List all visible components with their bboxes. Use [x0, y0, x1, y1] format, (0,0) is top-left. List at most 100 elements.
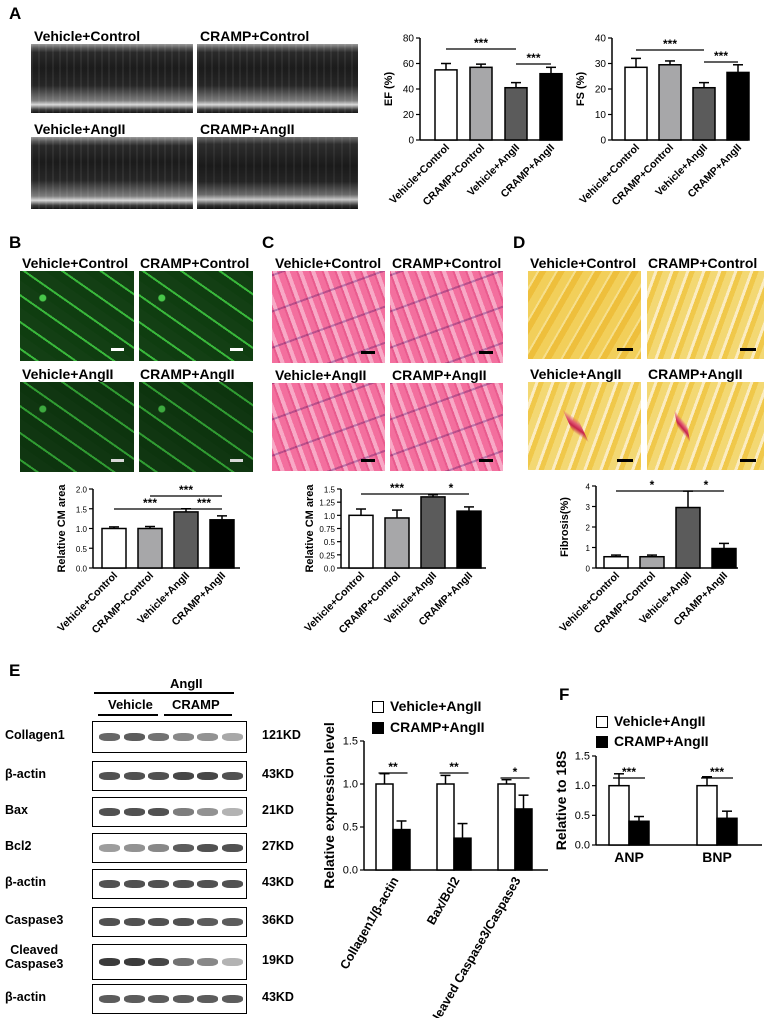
blot-band	[99, 995, 120, 1003]
bar-EF-2	[504, 86, 528, 141]
sig-label-E: **	[449, 760, 459, 774]
panel-letter-b: B	[9, 233, 22, 252]
bar-B-0	[101, 527, 127, 569]
blot-band	[221, 808, 243, 816]
bar-C-0	[348, 514, 374, 569]
y-axis-label-B: Relative CM area	[56, 484, 68, 573]
y-tick-label-FS: 40	[595, 34, 607, 45]
y-tick-label-F: 1.0	[575, 780, 590, 792]
blot-strip	[92, 984, 247, 1014]
y-tick-label-C: 1.5	[324, 486, 336, 495]
echo-label-3: Vehicle+AngII	[34, 121, 126, 137]
echo-label-1: Vehicle+Control	[34, 28, 141, 44]
blot-strip	[92, 833, 247, 863]
blot-band	[148, 918, 169, 926]
he-label-1: Vehicle+Control	[275, 255, 382, 271]
wga-image-vehicle-angii	[20, 382, 134, 472]
y-axis-label-E: Relative expression level	[321, 722, 337, 889]
angii-header: AngII	[170, 676, 203, 691]
y-tick-label-FS: 30	[595, 59, 607, 70]
legend-swatch-vehicle-f	[596, 716, 608, 728]
y-tick-label-D: 4	[586, 483, 591, 492]
angii-bracket-line	[94, 692, 234, 694]
blot-band	[148, 880, 169, 888]
bar-E-0-0	[375, 783, 394, 871]
sig-label-C: ***	[390, 481, 404, 495]
sig-label-F: ***	[622, 765, 636, 779]
blot-kd-label: 21KD	[262, 803, 294, 817]
blot-band	[123, 844, 145, 852]
category-label-EF: Vehicle+Control	[387, 142, 452, 207]
sig-label-B: ***	[179, 483, 193, 497]
wga-label-3: Vehicle+AngII	[22, 366, 114, 382]
blot-row-label: Bax	[5, 803, 28, 817]
sirius-image-cramp-control	[647, 271, 764, 359]
blot-row-label: β-actin	[5, 767, 46, 781]
bar-D-3	[711, 547, 737, 569]
y-tick-label-B: 1.5	[76, 505, 88, 514]
y-tick-label-B: 2.0	[76, 486, 88, 495]
blot-band	[148, 958, 169, 966]
category-label-D: CRAMP+Control	[592, 570, 658, 636]
y-tick-label-C: 0.75	[319, 525, 335, 534]
bar-FS-0	[624, 66, 648, 141]
sig-label-B: ***	[143, 496, 157, 510]
blot-band	[123, 995, 145, 1003]
blot-band	[148, 995, 169, 1003]
blot-row-label: Cleaved Caspase3	[5, 943, 64, 971]
sig-label-C: *	[449, 481, 454, 495]
blot-strip	[92, 944, 247, 980]
bar-EF-0	[434, 69, 458, 141]
sig-label-D: *	[704, 478, 709, 492]
blot-band	[172, 733, 194, 741]
bar-E-0-1	[392, 828, 411, 871]
blot-band	[197, 918, 218, 926]
blot-row-label: Collagen1	[5, 728, 65, 742]
panel-letter-d: D	[513, 233, 526, 252]
bar-B-2	[173, 511, 199, 569]
sirius-label-3: Vehicle+AngII	[530, 366, 622, 382]
sig-label-B: ***	[197, 496, 211, 510]
bar-C-2	[420, 496, 446, 569]
blot-strip	[92, 869, 247, 899]
blot-band	[148, 844, 169, 852]
wga-label-1: Vehicle+Control	[22, 255, 129, 271]
blot-strip	[92, 761, 247, 791]
bar-F-0-1	[628, 820, 650, 846]
blot-kd-label: 43KD	[262, 990, 294, 1004]
blot-band	[197, 733, 218, 741]
legend-label-vehicle-f: Vehicle+AngII	[614, 713, 706, 729]
bar-E-2-0	[497, 783, 516, 871]
blot-band	[221, 844, 243, 852]
blot-band	[123, 958, 145, 966]
category-label-FS: CRAMP+Control	[610, 142, 676, 208]
legend-label-vehicle-e: Vehicle+AngII	[390, 698, 482, 714]
category-label-D: Vehicle+Control	[557, 570, 622, 635]
blot-band	[221, 958, 243, 966]
category-label-B: Vehicle+Control	[55, 570, 120, 635]
y-axis-label-F: Relative to 18S	[553, 751, 569, 851]
blot-band	[99, 733, 120, 741]
sig-label-EF: ***	[474, 36, 488, 50]
y-axis-label-D: Fibrosis(%)	[559, 497, 571, 557]
bar-EF-1	[469, 66, 493, 141]
y-tick-label-E: 0.0	[343, 865, 358, 877]
legend-label-cramp-e: CRAMP+AngII	[390, 719, 485, 735]
echo-image-cramp-angii	[197, 137, 358, 209]
y-tick-label-B: 0.0	[76, 565, 88, 574]
blot-band	[172, 808, 194, 816]
category-label-B: CRAMP+Control	[90, 570, 156, 636]
legend-label-cramp-f: CRAMP+AngII	[614, 733, 709, 749]
sig-label-FS: ***	[663, 37, 677, 51]
bar-F-1-0	[696, 784, 718, 846]
blot-kd-label: 36KD	[262, 913, 294, 927]
y-tick-label-B: 1.0	[76, 525, 88, 534]
y-tick-label-EF: 40	[403, 85, 415, 96]
sig-label-F: ***	[710, 765, 724, 779]
blot-band	[172, 918, 194, 926]
wga-image-cramp-angii	[139, 382, 253, 472]
blot-band	[197, 958, 218, 966]
echo-image-cramp-control	[197, 44, 358, 113]
blot-band	[99, 918, 120, 926]
vehicle-bracket-line	[98, 714, 158, 716]
